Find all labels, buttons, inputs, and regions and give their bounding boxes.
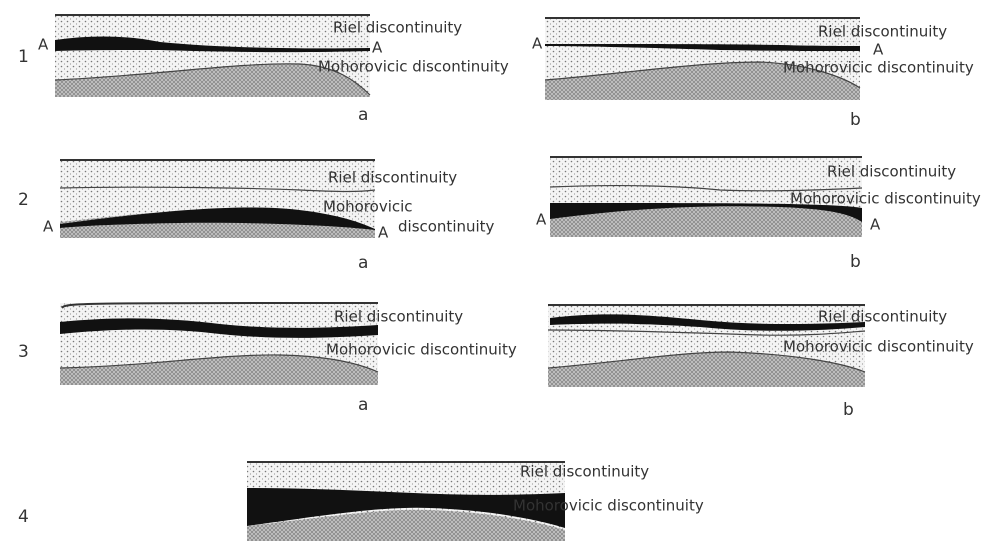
moho-label: Mohorovicic discontinuity [513,497,704,515]
moho-label: Mohorovicic discontinuity [326,341,517,359]
marker: A [38,36,49,54]
panel-letter: a [358,395,368,415]
panel-letter: b [850,110,861,130]
panel-letter: b [850,252,861,272]
panel-letter: b [843,400,854,420]
row-number: 3 [18,342,29,362]
riel-label: Riel discontinuity [818,23,947,41]
riel-label: Riel discontinuity [520,463,649,481]
moho-label: Mohorovicic discontinuity [318,58,509,76]
marker: A [532,35,543,53]
moho-label: Mohorovicic discontinuity [783,338,974,356]
marker: A [378,224,389,242]
moho-label: discontinuity [398,218,495,236]
moho-label: Mohorovicic discontinuity [783,59,974,77]
panel-letter: a [358,253,368,273]
panel-letter: a [358,105,368,125]
moho-label: Mohorovicic discontinuity [790,190,981,208]
row-number: 4 [18,507,29,527]
moho-label: Mohorovicic [323,198,413,216]
marker: A [43,218,54,236]
marker: A [870,216,881,234]
riel-label: Riel discontinuity [328,169,457,187]
riel-label: Riel discontinuity [334,308,463,326]
diagram: 1 Riel discontinuity Mohorovicic discont… [0,0,998,541]
riel-label: Riel discontinuity [333,19,462,37]
panel-1a [55,15,370,97]
marker: A [873,41,884,59]
riel-label: Riel discontinuity [827,163,956,181]
row-number: 2 [18,190,29,210]
row-number: 1 [18,47,29,67]
marker: A [536,211,547,229]
marker: A [372,39,383,57]
riel-label: Riel discontinuity [818,308,947,326]
